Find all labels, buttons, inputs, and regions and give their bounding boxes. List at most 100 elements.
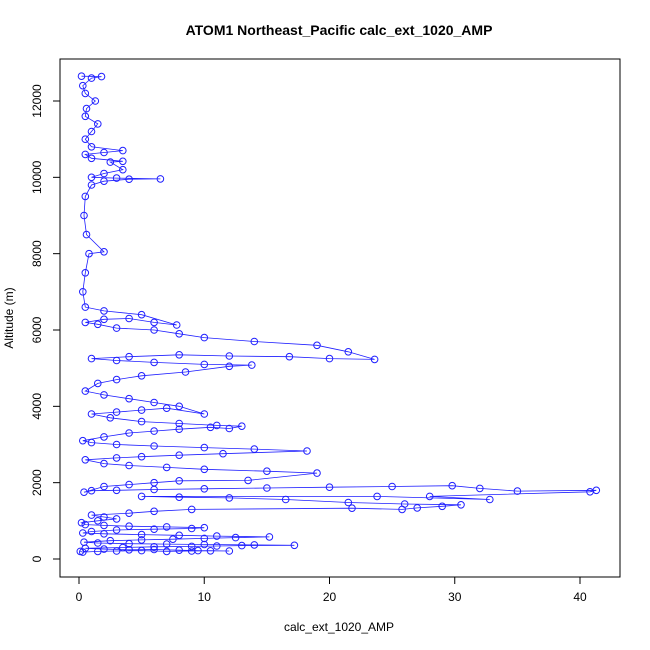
data-point: [137, 310, 146, 319]
data-point: [476, 484, 484, 493]
data-point: [219, 449, 227, 458]
data-point: [81, 192, 90, 201]
data-point: [175, 477, 183, 485]
data-point: [79, 529, 87, 537]
data-point: [125, 480, 133, 489]
chart-title: ATOM1 Northeast_Pacific calc_ext_1020_AM…: [186, 22, 493, 38]
data-point: [137, 536, 146, 544]
data-point: [265, 533, 274, 541]
data-point: [81, 318, 90, 327]
data-point: [200, 410, 209, 418]
data-point: [200, 485, 209, 493]
data-point: [87, 354, 96, 363]
data-point: [150, 525, 158, 534]
data-point: [413, 504, 422, 512]
data-point: [486, 495, 494, 504]
y-tick-label: 12000: [30, 84, 44, 118]
data-point: [81, 303, 90, 311]
data-point: [137, 530, 146, 539]
data-point: [79, 81, 87, 90]
data-point: [200, 443, 209, 452]
data-point: [137, 492, 146, 501]
data-point: [281, 495, 290, 504]
data-point: [87, 173, 96, 182]
data-point: [169, 535, 177, 544]
data-point: [77, 72, 86, 80]
y-tick-label: 0: [30, 555, 44, 562]
data-point: [100, 545, 108, 553]
x-tick-label: 0: [76, 590, 83, 604]
data-point: [106, 158, 115, 166]
x-axis: 0 10 20 30 40: [76, 576, 587, 604]
x-tick-label: 20: [323, 590, 337, 604]
data-point: [200, 333, 209, 342]
x-tick-label: 30: [448, 590, 462, 604]
data-point: [81, 456, 90, 464]
data-point: [100, 307, 108, 315]
data-point: [231, 533, 240, 542]
data-point: [156, 175, 165, 183]
data-point: [373, 492, 381, 501]
data-point: [250, 445, 259, 453]
data-point: [206, 547, 215, 555]
data-point: [438, 502, 447, 511]
data-point: [125, 394, 133, 403]
data-point: [100, 391, 108, 399]
y-axis-label: Altitude (m): [2, 287, 16, 348]
data-point: [388, 482, 396, 491]
x-tick-label: 40: [573, 590, 587, 604]
data-point: [213, 542, 221, 550]
data-point: [112, 526, 121, 534]
data-point: [225, 547, 234, 555]
data-point: [112, 547, 121, 555]
data-point: [162, 540, 171, 548]
data-point: [175, 402, 183, 411]
data-point: [100, 482, 108, 491]
series-group: [76, 72, 601, 556]
data-point: [119, 146, 127, 155]
data-point: [94, 320, 102, 329]
data-point: [81, 150, 90, 159]
data-point: [150, 326, 158, 334]
data-point: [513, 487, 522, 495]
data-point: [85, 249, 93, 258]
series-line: [80, 75, 597, 553]
data-point: [100, 169, 108, 178]
data-point: [225, 362, 234, 371]
data-point: [112, 324, 121, 332]
data-point: [303, 447, 311, 455]
data-point: [81, 112, 90, 121]
data-point: [82, 104, 91, 113]
data-point: [162, 463, 171, 472]
data-point: [457, 501, 465, 509]
data-point: [150, 442, 158, 450]
data-point: [244, 476, 252, 485]
data-point: [119, 165, 127, 174]
data-point: [200, 534, 209, 543]
data-point: [125, 522, 133, 531]
data-point: [200, 540, 209, 549]
data-point: [100, 248, 108, 256]
data-point: [100, 177, 108, 185]
data-point: [100, 433, 108, 441]
data-point: [162, 404, 171, 413]
data-point: [400, 500, 409, 508]
data-point: [97, 72, 106, 81]
data-point: [325, 483, 334, 492]
y-tick-label: 2000: [30, 469, 44, 496]
data-point: [87, 438, 96, 447]
data-point: [150, 427, 158, 435]
data-point: [112, 486, 121, 495]
data-point: [80, 211, 88, 220]
data-point: [112, 440, 121, 449]
data-point: [77, 518, 86, 527]
data-point: [79, 436, 87, 445]
data-point: [81, 387, 90, 395]
data-point: [100, 315, 108, 324]
data-point: [87, 74, 96, 82]
data-point: [125, 429, 133, 437]
data-point: [344, 348, 353, 356]
data-point: [100, 513, 108, 521]
data-point: [100, 530, 108, 538]
data-point: [175, 425, 183, 434]
